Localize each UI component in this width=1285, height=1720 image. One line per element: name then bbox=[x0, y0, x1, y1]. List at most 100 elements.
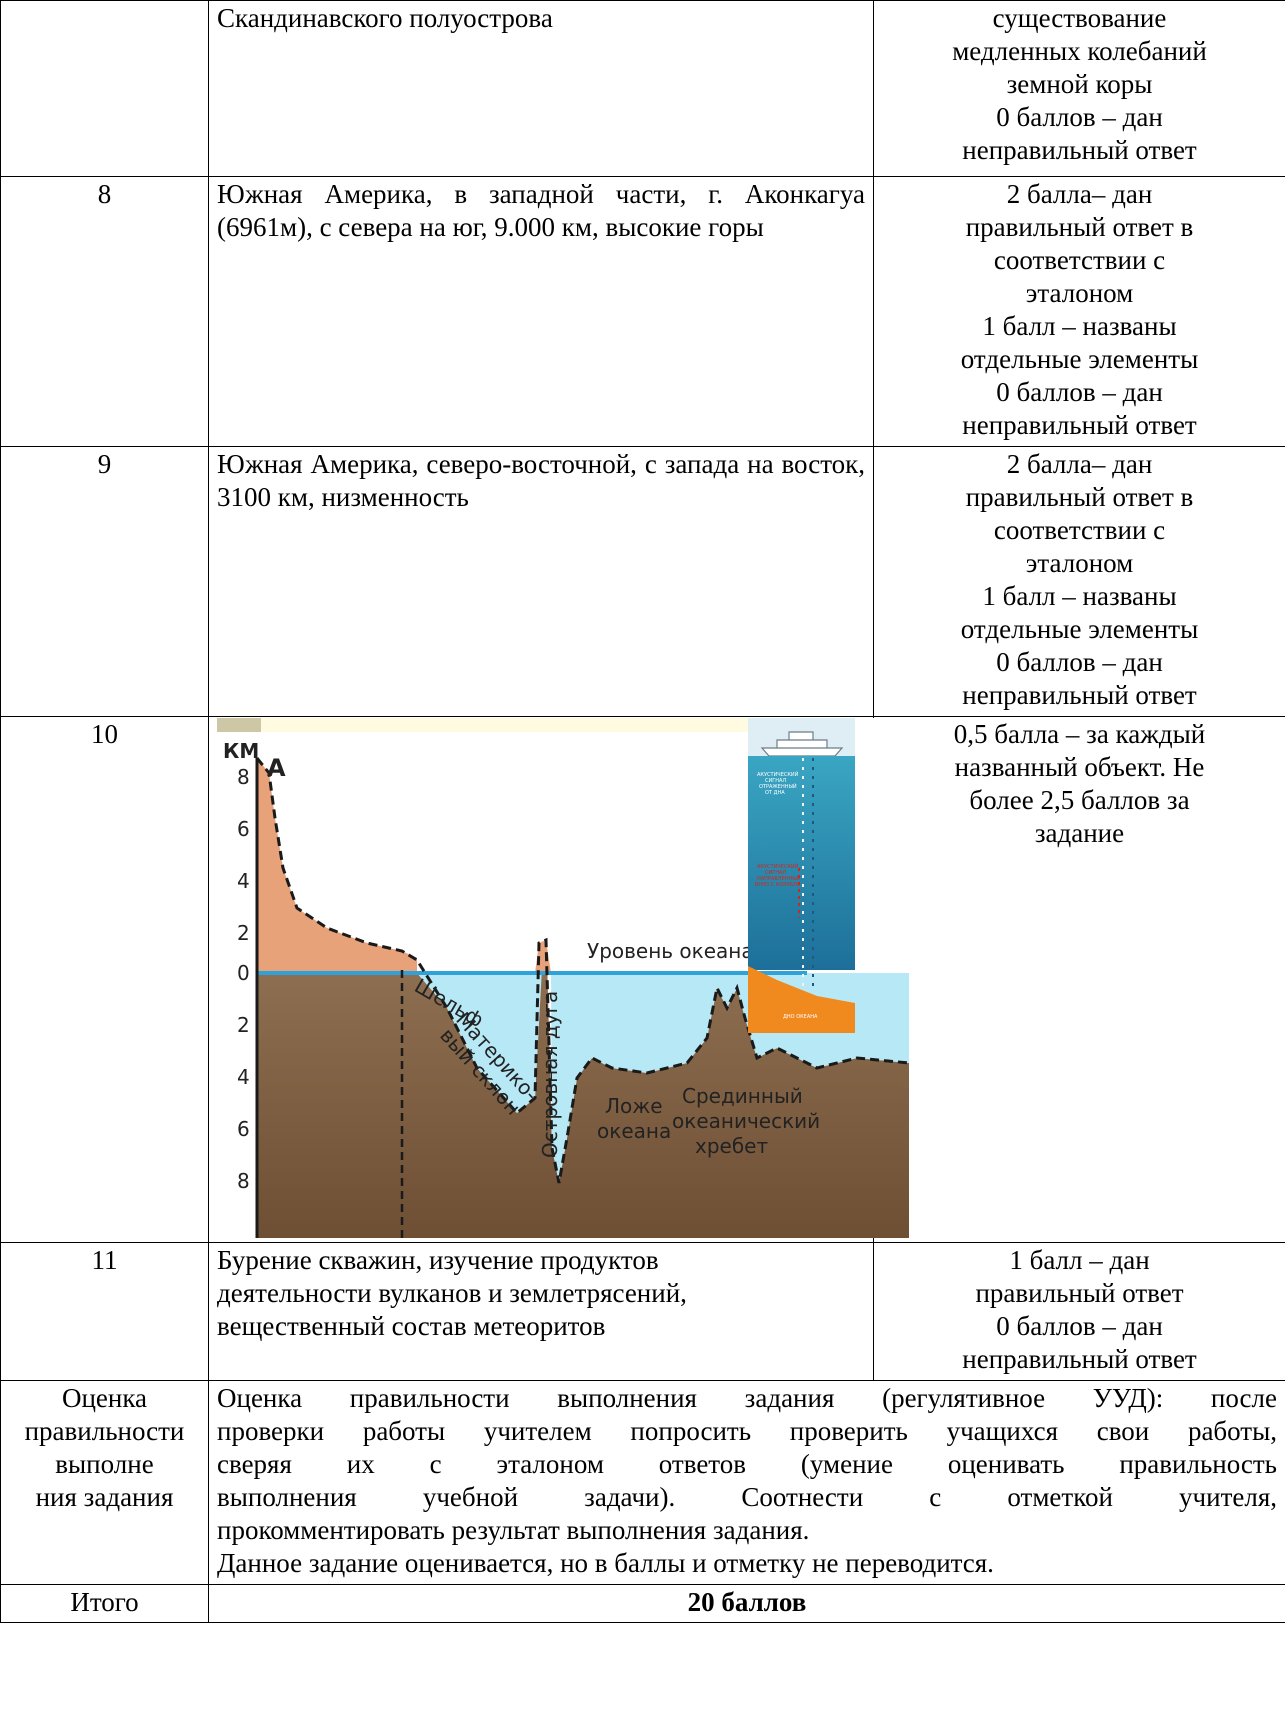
y-tick-label: 4 bbox=[237, 1065, 250, 1089]
table-row: Скандинавского полуострова существование… bbox=[0, 0, 1285, 177]
eval-text-line: Данное задание оценивается, но в баллы и… bbox=[217, 1548, 994, 1578]
row-number-cell: 11 bbox=[0, 1242, 209, 1381]
score-line: земной коры bbox=[1006, 69, 1153, 99]
answer-text: Южная Америка, северо-восточной, с запад… bbox=[217, 449, 865, 512]
y-tick-label: 6 bbox=[237, 817, 250, 841]
score-cell: 2 балла– дан правильный ответ в соответс… bbox=[873, 446, 1285, 717]
score-line: существование bbox=[992, 3, 1167, 33]
table-row: Итого 20 баллов bbox=[0, 1584, 1285, 1623]
eval-text-line: Оценка правильности выполнения задания (… bbox=[217, 1383, 1277, 1413]
y-tick-label: 0 bbox=[237, 961, 250, 985]
relief-outline bbox=[255, 757, 909, 1184]
eval-label-line: выполне bbox=[55, 1449, 154, 1479]
total-label: Итого bbox=[0, 1584, 209, 1623]
eval-text-line: проверки работы учителем попросить прове… bbox=[217, 1416, 1277, 1446]
y-axis-unit: КМ bbox=[223, 739, 259, 763]
inset-signal-label: ВНИЗ С КОРАБЛЯ bbox=[755, 882, 800, 888]
inset-signal-label: НАПРАВЛЕННЫЙ bbox=[757, 875, 801, 882]
eval-text-line: выполнения учебной задачи). Соотнести с … bbox=[217, 1482, 1277, 1512]
score-line: 0,5 балла – за каждый bbox=[953, 719, 1206, 749]
table-row: 8 Южная Америка, в западной части, г. Ак… bbox=[0, 176, 1285, 447]
score-line: задание bbox=[1034, 818, 1125, 848]
score-line: неправильный ответ bbox=[962, 135, 1197, 165]
answer-line: деятельности вулканов и землетрясений, bbox=[217, 1278, 687, 1308]
ocean-floor-label: Ложе bbox=[605, 1094, 663, 1118]
y-tick-label: 8 bbox=[237, 765, 250, 789]
eval-text-cell: Оценка правильности выполнения задания (… bbox=[208, 1380, 1285, 1585]
point-label: А bbox=[267, 754, 286, 782]
table-row: Оценка правильности выполне ния задания … bbox=[0, 1380, 1285, 1585]
ridge-label: океанический bbox=[672, 1109, 820, 1133]
eval-label-line: правильности bbox=[24, 1416, 185, 1446]
eval-text-line: прокомментировать результат выполнения з… bbox=[217, 1515, 810, 1545]
inset-signal-label: АКУСТИЧЕСКИЙ bbox=[757, 771, 799, 778]
island-arc-label: Островная дуга bbox=[538, 991, 562, 1158]
inset-bottom-label: ДНО ОКЕАНА bbox=[783, 1014, 818, 1020]
inset-signal-label: АКУСТИЧЕСКИЙ bbox=[757, 863, 799, 870]
land-relief bbox=[257, 758, 417, 973]
table-row: 11 Бурение скважин, изучение продуктов д… bbox=[0, 1242, 1285, 1381]
row-number-cell bbox=[0, 0, 209, 177]
ridge-label: Срединный bbox=[682, 1084, 803, 1108]
eval-text-line: сверяя их с эталоном ответов (умение оце… bbox=[217, 1449, 1277, 1479]
score-line: неправильный ответ bbox=[962, 680, 1197, 710]
score-cell: существование медленных колебаний земной… bbox=[873, 0, 1285, 177]
ocean-floor-label: океана bbox=[597, 1119, 671, 1143]
inset-signal-label: СИГНАЛ bbox=[765, 778, 786, 784]
score-line: 2 балла– дан bbox=[1006, 179, 1153, 209]
y-tick-label: 2 bbox=[237, 921, 250, 945]
row-number-cell: 9 bbox=[0, 446, 209, 717]
eval-label-line: ния задания bbox=[35, 1482, 174, 1512]
y-tick-label: 2 bbox=[237, 1013, 250, 1037]
score-line: неправильный ответ bbox=[962, 410, 1197, 440]
ocean-water bbox=[417, 968, 547, 1113]
score-line: 0 баллов – дан bbox=[996, 1311, 1163, 1341]
y-tick-label: 6 bbox=[237, 1117, 250, 1141]
answer-table: Скандинавского полуострова существование… bbox=[0, 0, 1285, 1623]
score-line: неправильный ответ bbox=[962, 1344, 1197, 1374]
score-cell: 2 балла– дан правильный ответ в соответс… bbox=[873, 176, 1285, 447]
table-row: 10 bbox=[0, 716, 1285, 1243]
score-line: медленных колебаний bbox=[952, 36, 1207, 66]
diagram-top-band bbox=[217, 718, 807, 732]
answer-cell: Южная Америка, в западной части, г. Акон… bbox=[208, 176, 874, 447]
ocean-level-label: Уровень океана bbox=[587, 939, 754, 963]
table-row: 9 Южная Америка, северо-восточной, с зап… bbox=[0, 446, 1285, 717]
total-value: 20 баллов bbox=[208, 1584, 1285, 1623]
score-line: более 2,5 баллов за bbox=[969, 785, 1190, 815]
inset-seabed bbox=[748, 966, 855, 1033]
ocean-floor-diagram: КМ А 8 6 4 2 0 2 4 6 8 Уровень океана Ше… bbox=[217, 718, 909, 1238]
answer-cell: Южная Америка, северо-восточной, с запад… bbox=[208, 446, 874, 717]
score-line: 2 балла– дан bbox=[1006, 449, 1153, 479]
score-line: 0 баллов – дан bbox=[996, 102, 1163, 132]
earth-crust bbox=[257, 958, 909, 1238]
answer-text: Скандинавского полуострова bbox=[217, 3, 553, 33]
score-line: эталоном bbox=[1025, 278, 1134, 308]
inset-signal-label: ОТРАЖЕННЫЙ bbox=[759, 783, 797, 790]
row-number-cell: 10 bbox=[0, 716, 209, 1243]
score-line: соответствии с bbox=[993, 515, 1166, 545]
score-cell: 0,5 балла – за каждый названный объект. … bbox=[873, 716, 1285, 1243]
score-line: 1 балл – названы bbox=[982, 311, 1177, 341]
score-line: 0 баллов – дан bbox=[996, 647, 1163, 677]
answer-text: Южная Америка, в западной части, г. Акон… bbox=[217, 179, 865, 242]
score-cell: 1 балл – дан правильный ответ 0 баллов –… bbox=[873, 1242, 1285, 1381]
ship-icon bbox=[760, 731, 844, 757]
y-tick-label: 4 bbox=[237, 869, 250, 893]
inset-water bbox=[748, 756, 855, 970]
score-line: отдельные элементы bbox=[960, 614, 1199, 644]
inset-signal-label: СИГНАЛ bbox=[765, 870, 786, 876]
score-line: названный объект. Не bbox=[954, 752, 1205, 782]
row-number-cell: 8 bbox=[0, 176, 209, 447]
score-line: 1 балл – дан bbox=[1009, 1245, 1150, 1275]
score-line: 1 балл – названы bbox=[982, 581, 1177, 611]
y-tick-label: 8 bbox=[237, 1169, 250, 1193]
score-line: отдельные элементы bbox=[960, 344, 1199, 374]
score-line: соответствии с bbox=[993, 245, 1166, 275]
score-line: правильный ответ в bbox=[965, 482, 1194, 512]
answer-line: вещественный состав метеоритов bbox=[217, 1311, 606, 1341]
echo-sounder-inset: АКУСТИЧЕСКИЙ СИГНАЛ ОТРАЖЕННЫЙ ОТ ДНА АК… bbox=[748, 718, 855, 1033]
score-line: эталоном bbox=[1025, 548, 1134, 578]
ridge-label: хребет bbox=[695, 1134, 768, 1158]
inset-signal-label: ОТ ДНА bbox=[765, 790, 785, 796]
